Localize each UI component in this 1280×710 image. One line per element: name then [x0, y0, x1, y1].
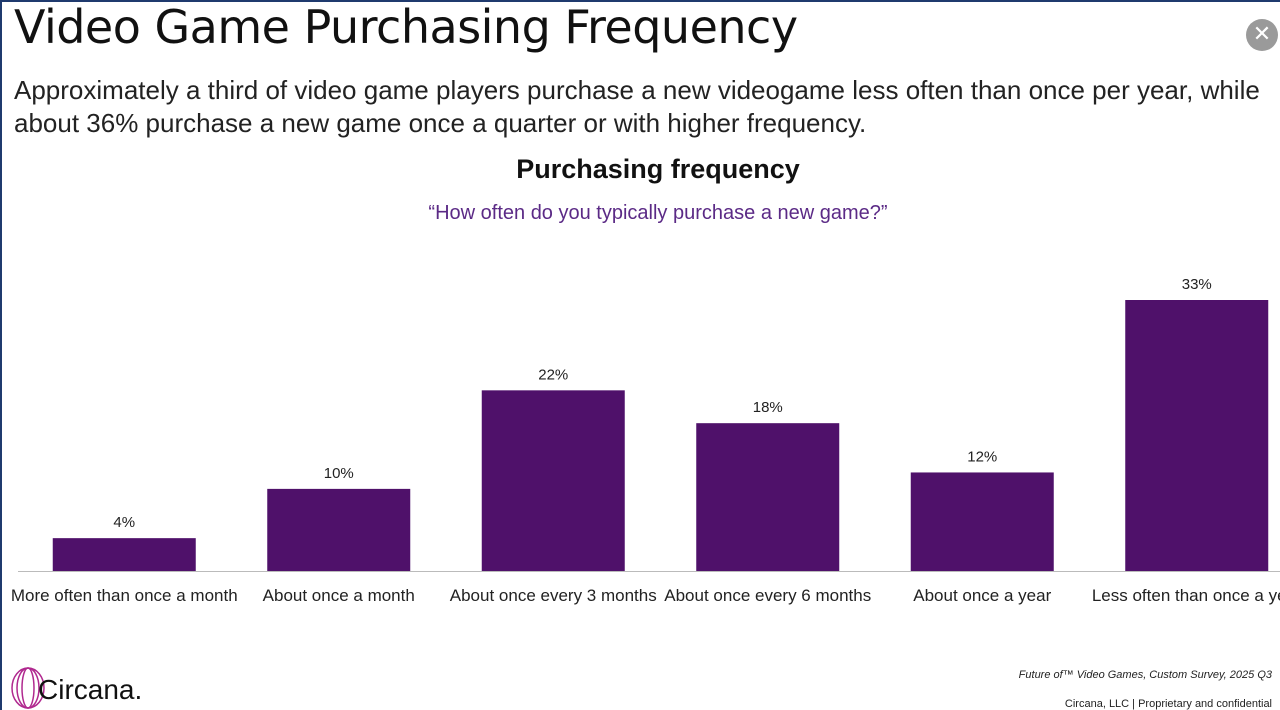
value-label: 12% [967, 448, 997, 465]
value-label: 4% [113, 514, 135, 531]
chart-title: Purchasing frequency [516, 154, 800, 184]
x-tick-label: More often than once a month [11, 586, 238, 605]
bar [910, 472, 1054, 571]
bar [1125, 300, 1269, 571]
bar [696, 423, 840, 571]
value-label: 10% [324, 465, 354, 482]
x-tick-label: About once a month [263, 586, 415, 605]
bar [267, 488, 411, 571]
slide-subtitle: Approximately a third of video game play… [14, 75, 1260, 138]
logo-icon [11, 667, 45, 709]
x-tick-label: About once every 6 months [664, 586, 871, 605]
slide-title: Video Game Purchasing Frequency [14, 0, 798, 54]
x-tick-label: About once every 3 months [450, 586, 657, 605]
bar [481, 390, 625, 571]
value-label: 22% [538, 366, 568, 383]
source-note: Future of™ Video Games, Custom Survey, 2… [1019, 669, 1273, 681]
chart-subtitle: “How often do you typically purchase a n… [428, 202, 887, 224]
close-button[interactable]: ✕ [1246, 19, 1278, 51]
x-tick-label: About once a year [913, 586, 1051, 605]
legal-note: Circana, LLC | Proprietary and confident… [1065, 698, 1272, 710]
x-tick-label: Less often than once a year [1092, 586, 1280, 605]
bar [52, 538, 196, 571]
value-label: 33% [1182, 276, 1212, 293]
logo: Circana. [38, 674, 142, 705]
value-label: 18% [753, 399, 783, 416]
